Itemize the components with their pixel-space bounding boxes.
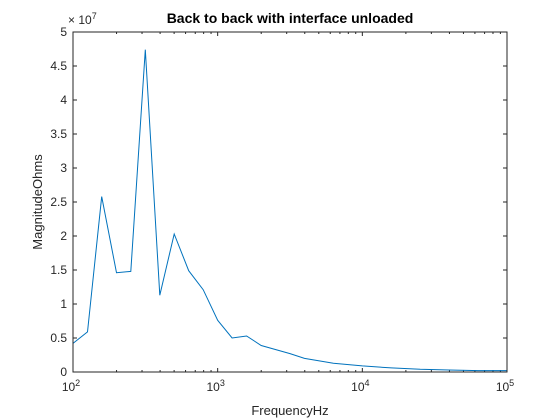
y-axis-label: MagnitudeOhms (30, 154, 45, 250)
y-tick-label: 0.5 (50, 331, 67, 345)
y-exponent-label: × 107 (68, 11, 97, 27)
y-ticks: 0 0.5 1 1.5 2 2.5 3 3.5 4 4.5 5 (50, 25, 507, 379)
series-line (72, 49, 507, 372)
y-tick-label: 5 (60, 25, 67, 39)
y-tick-label: 2 (60, 229, 67, 243)
plot-area (73, 32, 507, 372)
y-tick-label: 3.5 (50, 127, 67, 141)
y-tick-label: 4.5 (50, 59, 67, 73)
x-tick-label: 102 (62, 378, 80, 394)
x-tick-label: 103 (206, 378, 224, 394)
y-tick-label: 0 (60, 365, 67, 379)
y-tick-label: 4 (60, 93, 67, 107)
y-tick-label: 1 (60, 297, 67, 311)
x-tick-label: 104 (351, 378, 369, 394)
y-tick-label: 1.5 (50, 263, 67, 277)
x-tick-label: 105 (496, 378, 514, 394)
axes-box (72, 31, 508, 373)
y-tick-label: 2.5 (50, 195, 67, 209)
x-axis-label: FrequencyHz (251, 403, 328, 418)
chart-title: Back to back with interface unloaded (167, 10, 414, 26)
y-tick-label: 3 (60, 161, 67, 175)
